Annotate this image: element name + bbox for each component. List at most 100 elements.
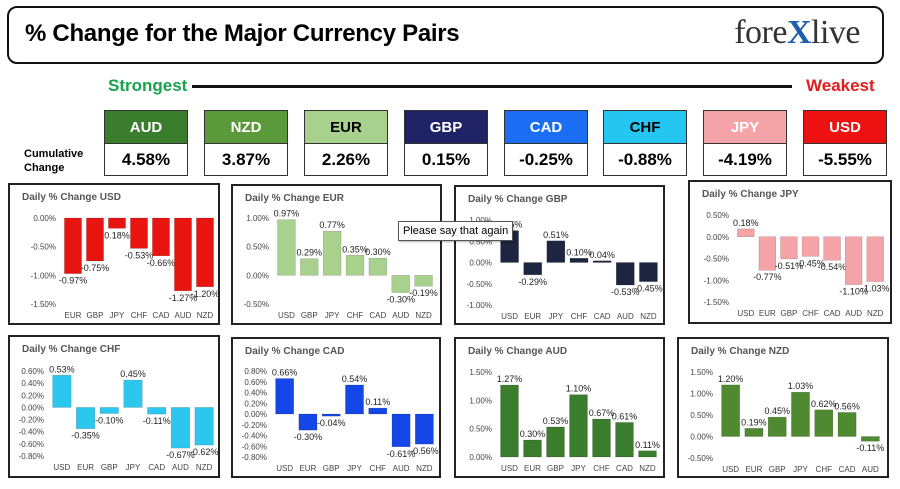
y-tick-label: 0.60% <box>21 367 44 376</box>
x-tick-label: CAD <box>148 463 165 472</box>
tile-currency: EUR <box>305 111 387 143</box>
y-tick-label: 1.50% <box>469 368 492 377</box>
data-label: 0.29% <box>297 248 323 258</box>
data-label: -0.29% <box>518 277 547 287</box>
x-tick-label: CAD <box>369 311 386 320</box>
y-tick-label: 0.60% <box>244 378 267 387</box>
chart-title: Daily % Change AUD <box>468 346 567 357</box>
bar <box>321 413 341 417</box>
y-tick-label: -0.20% <box>242 421 267 430</box>
tile-value: 3.87% <box>205 143 287 176</box>
bar <box>194 407 214 446</box>
y-tick-label: -1.50% <box>31 300 56 309</box>
y-tick-label: 0.50% <box>246 243 269 252</box>
data-label: 0.51% <box>543 230 569 240</box>
data-label: 0.35% <box>342 244 368 254</box>
tile-currency: AUD <box>105 111 187 143</box>
y-tick-label: 0.50% <box>469 425 492 434</box>
x-tick-label: EUR <box>65 311 82 320</box>
x-tick-label: EUR <box>299 464 316 473</box>
chart-title: Daily % Change EUR <box>245 193 345 204</box>
bar <box>391 275 410 293</box>
data-label: -0.35% <box>71 431 100 441</box>
y-tick-label: 1.00% <box>690 390 713 399</box>
x-tick-label: CHF <box>370 464 387 473</box>
bar <box>345 255 365 276</box>
tooltip: Please say that again <box>398 221 514 241</box>
data-label: -0.75% <box>81 263 110 273</box>
bar <box>837 412 857 437</box>
tile-currency: CAD <box>505 111 587 143</box>
x-tick-label: USD <box>722 465 739 474</box>
tile-chf: CHF -0.88% <box>603 110 687 176</box>
bar <box>174 217 192 292</box>
bar <box>744 428 764 437</box>
data-label: 0.67% <box>589 408 615 418</box>
y-tick-label: 0.00% <box>246 271 269 280</box>
y-tick-label: -0.60% <box>242 442 267 451</box>
tile-value: -0.88% <box>604 143 686 176</box>
tile-cad: CAD -0.25% <box>504 110 588 176</box>
chart-panel: Daily % Change GBP 1.00% 0.50% 0.00% -0.50% -… <box>454 185 665 325</box>
data-label: 0.54% <box>342 374 368 384</box>
y-tick-label: -0.80% <box>19 452 44 461</box>
y-tick-label: -0.80% <box>242 453 267 462</box>
chart-panel: Daily % Change AUD 1.50% 1.00% 0.50% 0.00% 1.… <box>454 337 665 478</box>
bar-chart: Daily % Change AUD 1.50% 1.00% 0.50% 0.00% 1.… <box>468 346 660 473</box>
data-label: 0.18% <box>104 230 130 240</box>
bar <box>415 413 434 445</box>
x-tick-label: GBP <box>323 464 340 473</box>
x-tick-label: NZD <box>415 311 432 320</box>
x-tick-label: USD <box>737 309 754 318</box>
data-label: -0.30% <box>294 432 323 442</box>
bar-chart: Daily % Change USD 0.00% -0.50% -1.00% -1.50… <box>22 192 218 320</box>
y-tick-label: 0.40% <box>21 379 44 388</box>
tile-currency: NZD <box>205 111 287 143</box>
bar-chart: Daily % Change JPY 0.50% 0.00% -0.50% -1.00%… <box>702 189 889 318</box>
x-tick-label: NZD <box>196 463 213 472</box>
weakest-label: Weakest <box>806 76 875 95</box>
chart-title: Daily % Change JPY <box>702 189 799 200</box>
bar <box>592 418 611 458</box>
data-label: 0.30% <box>520 429 546 439</box>
chart-title: Daily % Change USD <box>22 192 121 203</box>
chart-panel: Daily % Change NZD 1.50% 1.00% 0.50% 0.00% -0… <box>677 337 889 478</box>
y-tick-label: 0.00% <box>21 403 44 412</box>
data-label: 0.11% <box>635 440 660 450</box>
data-label: -0.61% <box>387 449 416 459</box>
bar <box>130 217 148 249</box>
forexlive-logo: foreXlive <box>734 14 860 51</box>
data-label: -1.20% <box>191 289 218 299</box>
x-tick-label: USD <box>276 464 293 473</box>
bar <box>368 407 388 415</box>
y-tick-label: -0.50% <box>688 454 713 463</box>
x-tick-label: CHF <box>347 311 364 320</box>
x-tick-label: EUR <box>745 465 762 474</box>
bar <box>108 217 126 229</box>
tile-currency: JPY <box>704 111 786 143</box>
x-tick-label: NZD <box>416 464 433 473</box>
data-label: 1.03% <box>788 381 814 391</box>
tile-eur: EUR 2.26% <box>304 110 388 176</box>
bar <box>866 236 884 282</box>
tile-currency: USD <box>804 111 886 143</box>
bar <box>147 407 167 415</box>
data-label: 0.66% <box>272 368 298 378</box>
y-tick-label: 0.50% <box>690 411 713 420</box>
bar <box>861 436 880 442</box>
y-tick-label: -1.50% <box>704 298 729 307</box>
x-tick-label: EUR <box>77 463 94 472</box>
data-label: -0.11% <box>143 416 171 426</box>
data-label: -0.45% <box>634 284 663 294</box>
chart-panel: Daily % Change JPY 0.50% 0.00% -0.50% -1.00%… <box>688 180 892 324</box>
chart-title: Daily % Change NZD <box>691 346 789 357</box>
bar <box>592 260 612 263</box>
bar <box>368 257 388 276</box>
data-label: -0.53% <box>611 287 640 297</box>
data-label: 0.62% <box>811 399 837 409</box>
x-tick-label: USD <box>278 311 295 320</box>
data-label: 0.19% <box>741 417 767 427</box>
data-label: 1.27% <box>497 374 523 384</box>
bar <box>801 236 820 257</box>
bar <box>298 413 318 431</box>
